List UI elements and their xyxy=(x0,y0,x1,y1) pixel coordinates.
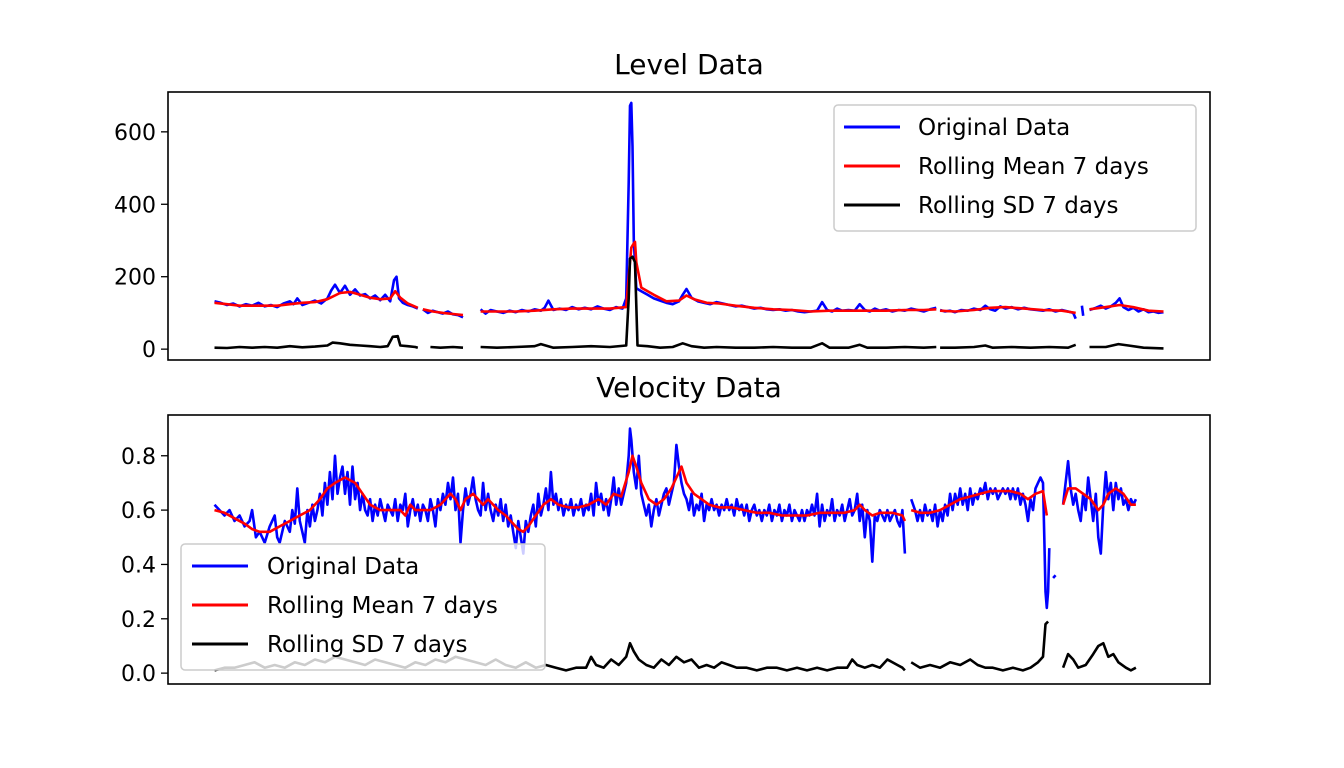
level-series-original-segment-5 xyxy=(1080,305,1085,316)
velocity-series-mean-segment-2 xyxy=(910,489,1049,516)
level-series-sd-segment-4 xyxy=(940,343,1077,350)
level-y-ticks: 0 200 400 600 xyxy=(114,121,168,363)
velocity-series-sd-segment-2 xyxy=(910,620,1050,672)
velocity-series-original-segment-4 xyxy=(1061,459,1138,555)
velocity-y-tick-label: 0.0 xyxy=(121,662,156,687)
velocity-axes-frame xyxy=(167,414,1211,685)
level-axes-frame xyxy=(167,91,1211,361)
velocity-series-original-segment-2 xyxy=(909,476,1051,610)
level-y-tick-label: 0 xyxy=(142,338,156,363)
velocity-y-tick-label: 0.2 xyxy=(121,608,156,633)
velocity-series-sd-segment-3 xyxy=(1061,641,1137,672)
level-series-sd-segment-1 xyxy=(214,334,419,350)
level-series-mean-segment-1 xyxy=(214,289,419,309)
velocity-series-original-segment-3 xyxy=(1052,574,1057,579)
velocity-y-tick-label: 0.4 xyxy=(121,553,156,578)
level-series-mean-segment-3 xyxy=(480,240,937,313)
velocity-series-mean-segment-3 xyxy=(1061,487,1136,512)
level-legend-label-original: Original Data xyxy=(918,115,1070,141)
velocity-y-ticks: 0.0 0.2 0.4 0.6 0.8 xyxy=(121,445,168,687)
velocity-legend-label-sd: Rolling SD 7 days xyxy=(267,632,468,658)
level-series-mean-segment-4 xyxy=(940,305,1076,315)
level-series-layer xyxy=(214,101,1164,350)
level-series-mean-segment-2 xyxy=(422,308,464,317)
level-plot-area: 0 200 400 600 xyxy=(114,91,1211,363)
velocity-legend: Original Data Rolling Mean 7 days Rollin… xyxy=(180,543,546,671)
level-chart-title: Level Data xyxy=(614,48,764,81)
level-legend-label-sd: Rolling SD 7 days xyxy=(918,193,1119,219)
level-chart: Level Data 0 200 400 600 Original Data Roll… xyxy=(114,48,1211,363)
velocity-series-mean-segment-1 xyxy=(214,454,907,534)
velocity-chart: Velocity Data Original Data Rolling Mean… xyxy=(121,371,1211,687)
level-legend: Original Data Rolling Mean 7 days Rollin… xyxy=(833,104,1197,232)
level-y-tick-label: 200 xyxy=(114,266,156,291)
velocity-series-original-segment-1 xyxy=(213,427,907,564)
velocity-y-tick-label: 0.8 xyxy=(121,445,156,470)
velocity-legend-label-mean: Rolling Mean 7 days xyxy=(267,593,498,619)
velocity-y-tick-label: 0.6 xyxy=(121,499,156,524)
level-y-tick-label: 600 xyxy=(114,121,156,146)
level-series-sd-segment-3 xyxy=(480,255,937,350)
velocity-legend-label-original: Original Data xyxy=(267,554,419,580)
velocity-plot-area: Original Data Rolling Mean 7 days Rollin… xyxy=(121,414,1211,687)
velocity-chart-title: Velocity Data xyxy=(596,371,782,404)
velocity-legend-box xyxy=(180,543,546,671)
level-legend-box xyxy=(833,104,1197,232)
level-series-mean-segment-5 xyxy=(1089,303,1164,313)
level-series-sd-segment-5 xyxy=(1089,342,1164,350)
level-series-sd-segment-2 xyxy=(430,345,464,350)
level-series-original-segment-1 xyxy=(214,275,419,310)
level-legend-label-mean: Rolling Mean 7 days xyxy=(918,154,1149,180)
level-y-tick-label: 400 xyxy=(114,193,156,218)
